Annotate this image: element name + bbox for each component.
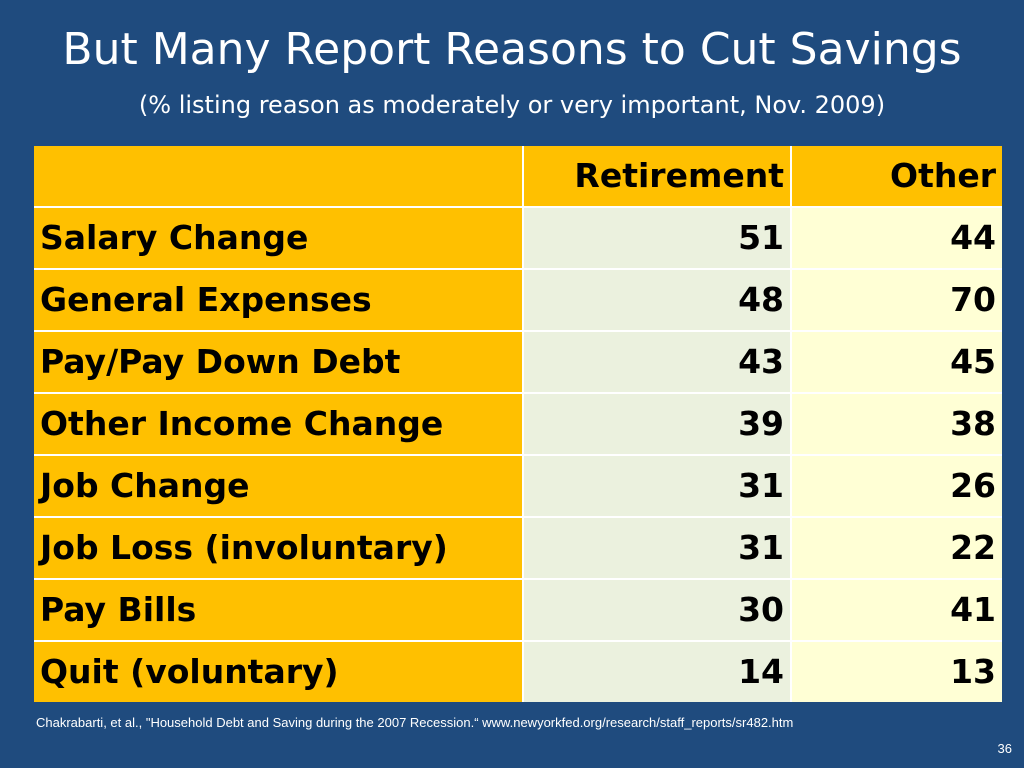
- retirement-value: 51: [524, 208, 792, 270]
- row-label: Job Change: [34, 456, 524, 518]
- table-row: Pay Bills 30 41: [34, 580, 1002, 642]
- row-label: Salary Change: [34, 208, 524, 270]
- retirement-value: 31: [524, 518, 792, 580]
- table-row: Job Change 31 26: [34, 456, 1002, 518]
- row-label: Pay Bills: [34, 580, 524, 642]
- other-value: 38: [792, 394, 1002, 456]
- table-row: Other Income Change 39 38: [34, 394, 1002, 456]
- column-header-other: Other: [792, 146, 1002, 208]
- table-row: Salary Change 51 44: [34, 208, 1002, 270]
- page-number: 36: [997, 741, 1012, 756]
- table-row: Pay/Pay Down Debt 43 45: [34, 332, 1002, 394]
- other-value: 70: [792, 270, 1002, 332]
- table-header-row: Retirement Other: [34, 146, 1002, 208]
- row-label: Pay/Pay Down Debt: [34, 332, 524, 394]
- retirement-value: 39: [524, 394, 792, 456]
- column-header-retirement: Retirement: [524, 146, 792, 208]
- other-value: 41: [792, 580, 1002, 642]
- header-blank-cell: [34, 146, 524, 208]
- other-value: 45: [792, 332, 1002, 394]
- retirement-value: 14: [524, 642, 792, 702]
- slide-subtitle: (% listing reason as moderately or very …: [138, 91, 886, 119]
- slide-title: But Many Report Reasons to Cut Savings: [62, 24, 962, 75]
- row-label: Quit (voluntary): [34, 642, 524, 702]
- row-label: Other Income Change: [34, 394, 524, 456]
- retirement-value: 30: [524, 580, 792, 642]
- other-value: 44: [792, 208, 1002, 270]
- retirement-value: 48: [524, 270, 792, 332]
- table-row: General Expenses 48 70: [34, 270, 1002, 332]
- other-value: 13: [792, 642, 1002, 702]
- row-label: General Expenses: [34, 270, 524, 332]
- retirement-value: 43: [524, 332, 792, 394]
- savings-reasons-table: Retirement Other Salary Change 51 44 Genera…: [34, 146, 1002, 702]
- other-value: 26: [792, 456, 1002, 518]
- row-label: Job Loss (involuntary): [34, 518, 524, 580]
- other-value: 22: [792, 518, 1002, 580]
- table-row: Quit (voluntary) 14 13: [34, 642, 1002, 702]
- table-body: Salary Change 51 44 General Expenses 48 70 Pay…: [34, 208, 1002, 702]
- source-citation: Chakrabarti, et al., "Household Debt and…: [36, 715, 794, 730]
- retirement-value: 31: [524, 456, 792, 518]
- table-row: Job Loss (involuntary) 31 22: [34, 518, 1002, 580]
